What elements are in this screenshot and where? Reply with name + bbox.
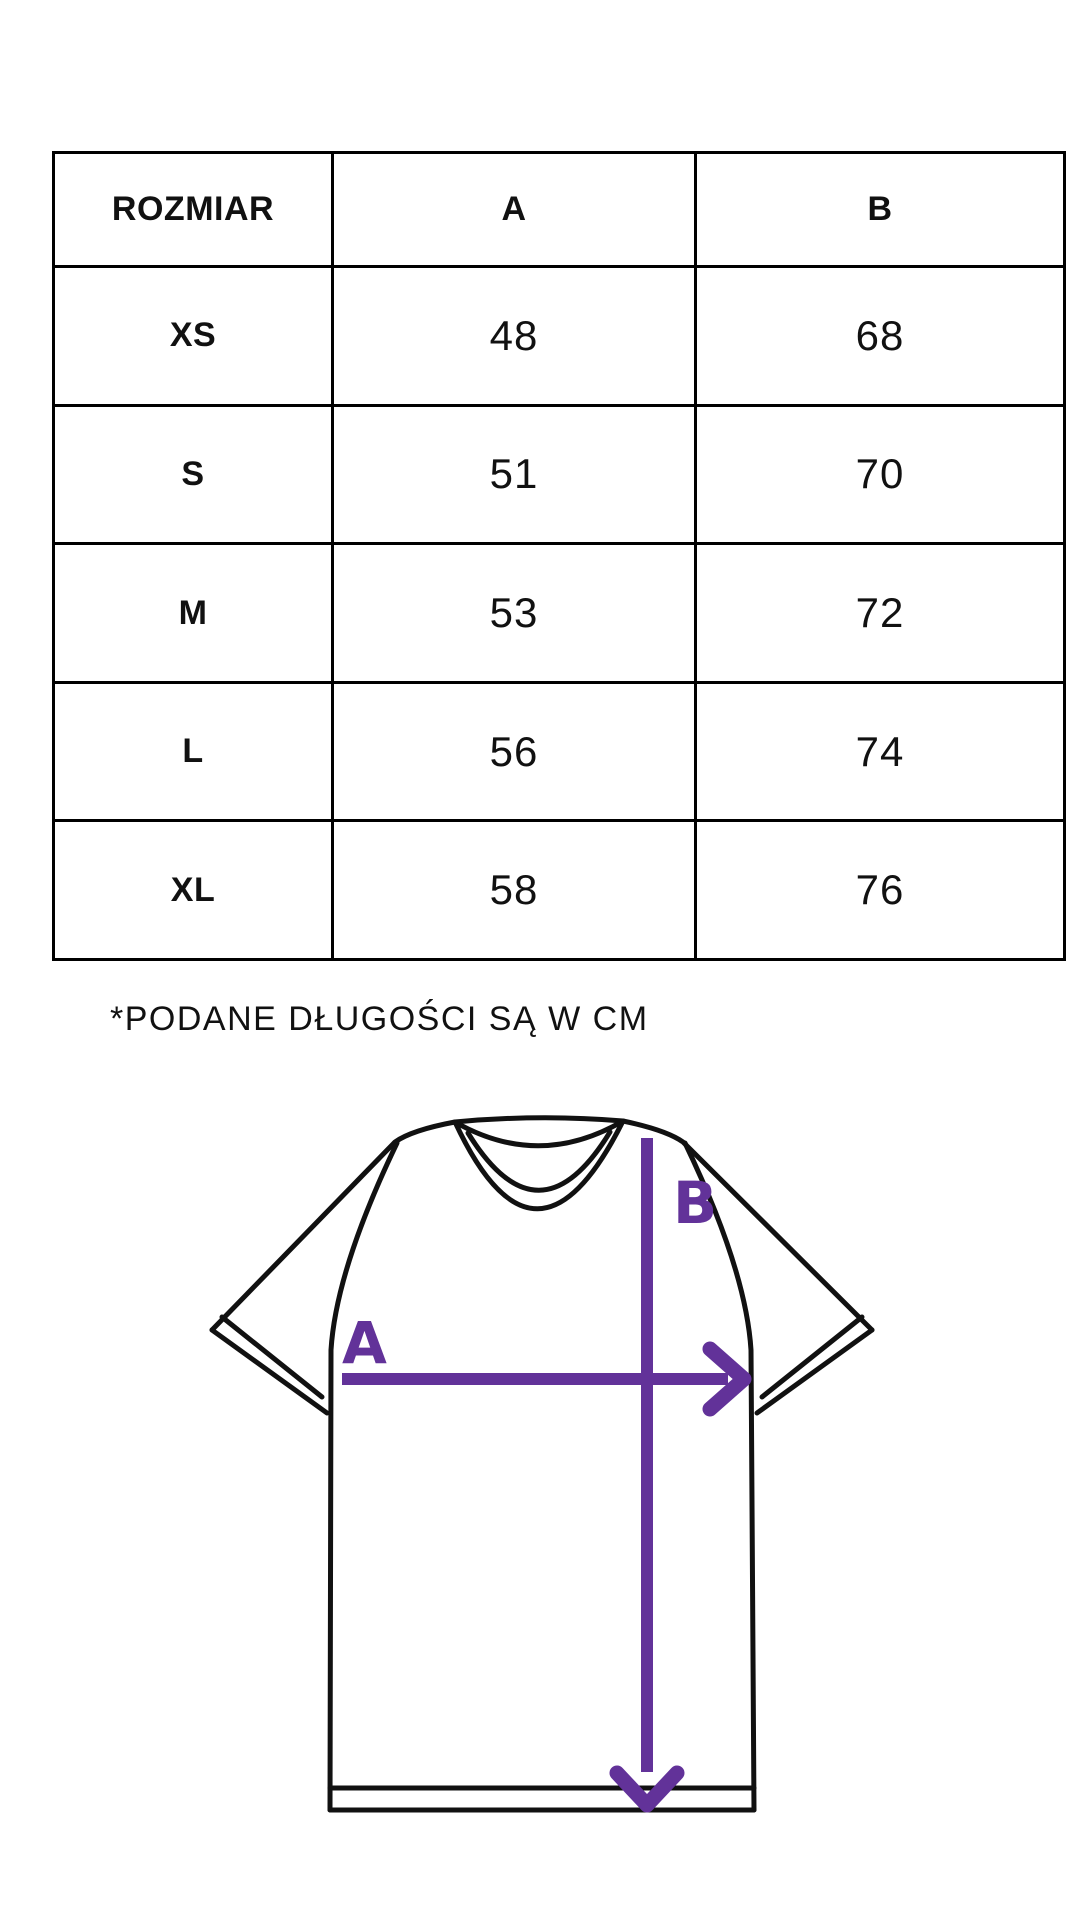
measurement-arrows: A B	[342, 1138, 752, 1813]
value-a-cell: 48	[331, 265, 697, 407]
label-b: B	[673, 1169, 717, 1237]
table-row: XL 58 76	[52, 819, 1066, 961]
right-sleeve-top-edge	[620, 1118, 875, 1333]
collar-back-line	[452, 1118, 626, 1149]
table-row: S 51 70	[52, 403, 1066, 546]
size-cell: XL	[52, 819, 334, 961]
collar-top-line	[452, 1115, 626, 1125]
size-table: ROZMIAR A B XS 48 68 S 51 70 M 53 72 L 5	[52, 150, 1066, 961]
units-footnote: *PODANE DŁUGOŚCI SĄ W CM	[110, 1000, 649, 1038]
value-b-cell: 72	[694, 542, 1066, 684]
value-a-cell: 53	[331, 542, 697, 684]
tshirt-measurement-diagram: A B	[209, 1115, 875, 1813]
value-b-cell: 76	[694, 819, 1066, 961]
table-row: L 56 74	[52, 680, 1066, 823]
collar-band-outer-line	[452, 1118, 626, 1212]
table-row: XS 48 68	[52, 265, 1066, 407]
left-cuff-outer-line	[209, 1327, 330, 1416]
value-b-cell: 68	[694, 265, 1066, 407]
size-cell: L	[52, 680, 334, 823]
label-a: A	[342, 1309, 387, 1377]
value-a-cell: 58	[331, 819, 697, 961]
size-cell: M	[52, 542, 334, 684]
header-a: A	[331, 150, 697, 269]
body-right-edge	[682, 1140, 757, 1813]
value-b-cell: 74	[694, 680, 1066, 823]
table-header-row: ROZMIAR A B	[52, 150, 1066, 269]
value-a-cell: 56	[331, 680, 697, 823]
tshirt-outline	[209, 1115, 875, 1813]
size-cell: XS	[52, 265, 334, 407]
collar-band-inner-line	[465, 1129, 613, 1193]
left-cuff-inner-line	[219, 1314, 325, 1400]
body-left-edge	[327, 1140, 400, 1813]
value-a-cell: 51	[331, 403, 697, 546]
right-cuff-outer-line	[754, 1327, 875, 1416]
arrow-a-head-icon	[702, 1341, 752, 1417]
header-b: B	[694, 150, 1066, 269]
header-rozmiar: ROZMIAR	[52, 150, 334, 269]
arrow-b-head-icon	[609, 1765, 685, 1813]
table-row: M 53 72	[52, 542, 1066, 684]
left-sleeve-top-edge	[209, 1119, 458, 1333]
right-cuff-inner-line	[759, 1314, 865, 1400]
size-cell: S	[52, 403, 334, 546]
value-b-cell: 70	[694, 403, 1066, 546]
